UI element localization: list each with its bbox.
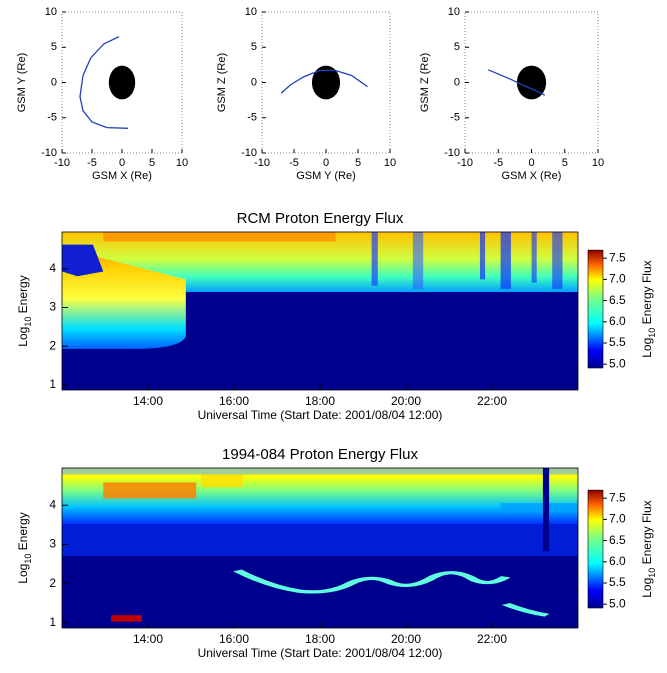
- x-tick-label: 10: [384, 157, 396, 169]
- y-axis-label-part: 10: [23, 317, 33, 327]
- x-tick-label: -10: [457, 157, 473, 169]
- y-axis-label-part: Energy: [16, 275, 30, 316]
- x-tick-label: 20:00: [391, 632, 421, 646]
- y-axis-label: Log10 Energy: [16, 275, 33, 346]
- spectrogram-image: [62, 468, 578, 628]
- x-tick-label: -10: [54, 157, 70, 169]
- x-tick-label: 10: [592, 157, 604, 169]
- x-tick-label: 0: [528, 157, 534, 169]
- y-tick-label: 2: [49, 338, 56, 352]
- colorbar-tick-label: 5.5: [609, 575, 626, 589]
- y-tick-label: 10: [245, 6, 257, 18]
- y-tick-label: -10: [241, 147, 257, 159]
- colorbar-tick-label: 5.0: [609, 596, 626, 610]
- chart-title: RCM Proton Energy Flux: [237, 210, 404, 227]
- x-tick-label: -5: [493, 157, 503, 169]
- x-tick-label: 22:00: [477, 632, 507, 646]
- y-tick-label: -5: [247, 112, 257, 124]
- x-axis-label: GSM X (Re): [502, 170, 562, 182]
- y-tick-label: 0: [454, 76, 460, 88]
- y-axis-label-part: 10: [23, 554, 33, 564]
- y-axis-label: Log10 Energy: [16, 512, 33, 583]
- x-tick-label: 5: [149, 157, 155, 169]
- x-axis-label: Universal Time (Start Date: 2001/08/04 1…: [198, 646, 443, 660]
- x-tick-label: 16:00: [219, 632, 249, 646]
- x-tick-label: 18:00: [305, 632, 335, 646]
- colorbar-tick-label: 7.0: [609, 512, 626, 526]
- y-tick-label: 1: [49, 615, 56, 629]
- earth: [516, 65, 547, 100]
- y-tick-label: 5: [51, 41, 57, 53]
- colorbar-tick-label: 6.0: [609, 554, 626, 568]
- y-tick-label: 1: [49, 377, 56, 391]
- x-tick-label: -10: [254, 157, 270, 169]
- colorbar-tick-label: 7.5: [609, 250, 626, 264]
- y-tick-label: 4: [49, 497, 56, 511]
- colorbar: [587, 249, 604, 369]
- y-tick-label: 5: [251, 41, 257, 53]
- x-tick-label: 0: [323, 157, 329, 169]
- colorbar-tick-label: 5.5: [609, 335, 626, 349]
- y-tick-label: 0: [251, 76, 257, 88]
- y-axis-label: GSM Y (Re): [16, 53, 28, 113]
- colorbar-tick-label: 6.0: [609, 314, 626, 328]
- y-tick-label: 10: [45, 6, 57, 18]
- x-tick-label: 0: [119, 157, 125, 169]
- y-tick-label: -5: [47, 112, 57, 124]
- x-tick-label: 5: [562, 157, 568, 169]
- y-tick-label: 10: [448, 6, 460, 18]
- x-tick-label: -5: [87, 157, 97, 169]
- x-tick-label: 18:00: [305, 394, 335, 408]
- y-tick-label: 5: [454, 41, 460, 53]
- y-tick-label: 2: [49, 576, 56, 590]
- colorbar-label-part: Log: [640, 338, 654, 358]
- y-tick-label: -10: [444, 147, 460, 159]
- colorbar: [587, 489, 604, 609]
- y-tick-label: -10: [41, 147, 57, 159]
- orbit-line: [79, 36, 129, 129]
- y-axis-label-part: Energy: [16, 512, 30, 553]
- chart-title: 1994-084 Proton Energy Flux: [222, 446, 418, 463]
- colorbar-label: Log10 Energy Flux: [640, 500, 657, 597]
- earth: [311, 65, 341, 100]
- earth: [108, 65, 136, 100]
- y-axis-label-part: Log: [16, 327, 30, 347]
- x-tick-label: 10: [176, 157, 188, 169]
- x-tick-label: -5: [289, 157, 299, 169]
- spectrogram-image: [62, 232, 578, 390]
- y-tick-label: 0: [51, 76, 57, 88]
- x-axis-label: GSM Y (Re): [296, 170, 356, 182]
- colorbar-tick-label: 7.0: [609, 272, 626, 286]
- colorbar-label-part: 10: [647, 328, 657, 338]
- x-tick-label: 16:00: [219, 394, 249, 408]
- colorbar-label-part: Energy Flux: [640, 260, 654, 327]
- x-tick-label: 14:00: [133, 632, 163, 646]
- y-axis-label: GSM Z (Re): [216, 53, 228, 112]
- orbit-line: [280, 69, 368, 94]
- y-tick-label: -5: [450, 112, 460, 124]
- colorbar-tick-label: 6.5: [609, 293, 626, 307]
- x-tick-label: 5: [355, 157, 361, 169]
- x-tick-label: 20:00: [391, 394, 421, 408]
- colorbar-label-part: Log: [640, 578, 654, 598]
- colorbar-label: Log10 Energy Flux: [640, 260, 657, 357]
- x-axis-label: Universal Time (Start Date: 2001/08/04 1…: [198, 408, 443, 422]
- y-axis-label-part: Log: [16, 564, 30, 584]
- y-axis-label: GSM Z (Re): [419, 53, 431, 112]
- colorbar-tick-label: 5.0: [609, 356, 626, 370]
- colorbar-label-part: Energy Flux: [640, 500, 654, 567]
- y-tick-label: 3: [49, 300, 56, 314]
- x-tick-label: 14:00: [133, 394, 163, 408]
- y-tick-label: 4: [49, 261, 56, 275]
- x-axis-label: GSM X (Re): [92, 170, 152, 182]
- x-tick-label: 22:00: [477, 394, 507, 408]
- colorbar-label-part: 10: [647, 568, 657, 578]
- orbit-line: [488, 69, 546, 96]
- y-tick-label: 3: [49, 537, 56, 551]
- colorbar-tick-label: 7.5: [609, 490, 626, 504]
- colorbar-tick-label: 6.5: [609, 533, 626, 547]
